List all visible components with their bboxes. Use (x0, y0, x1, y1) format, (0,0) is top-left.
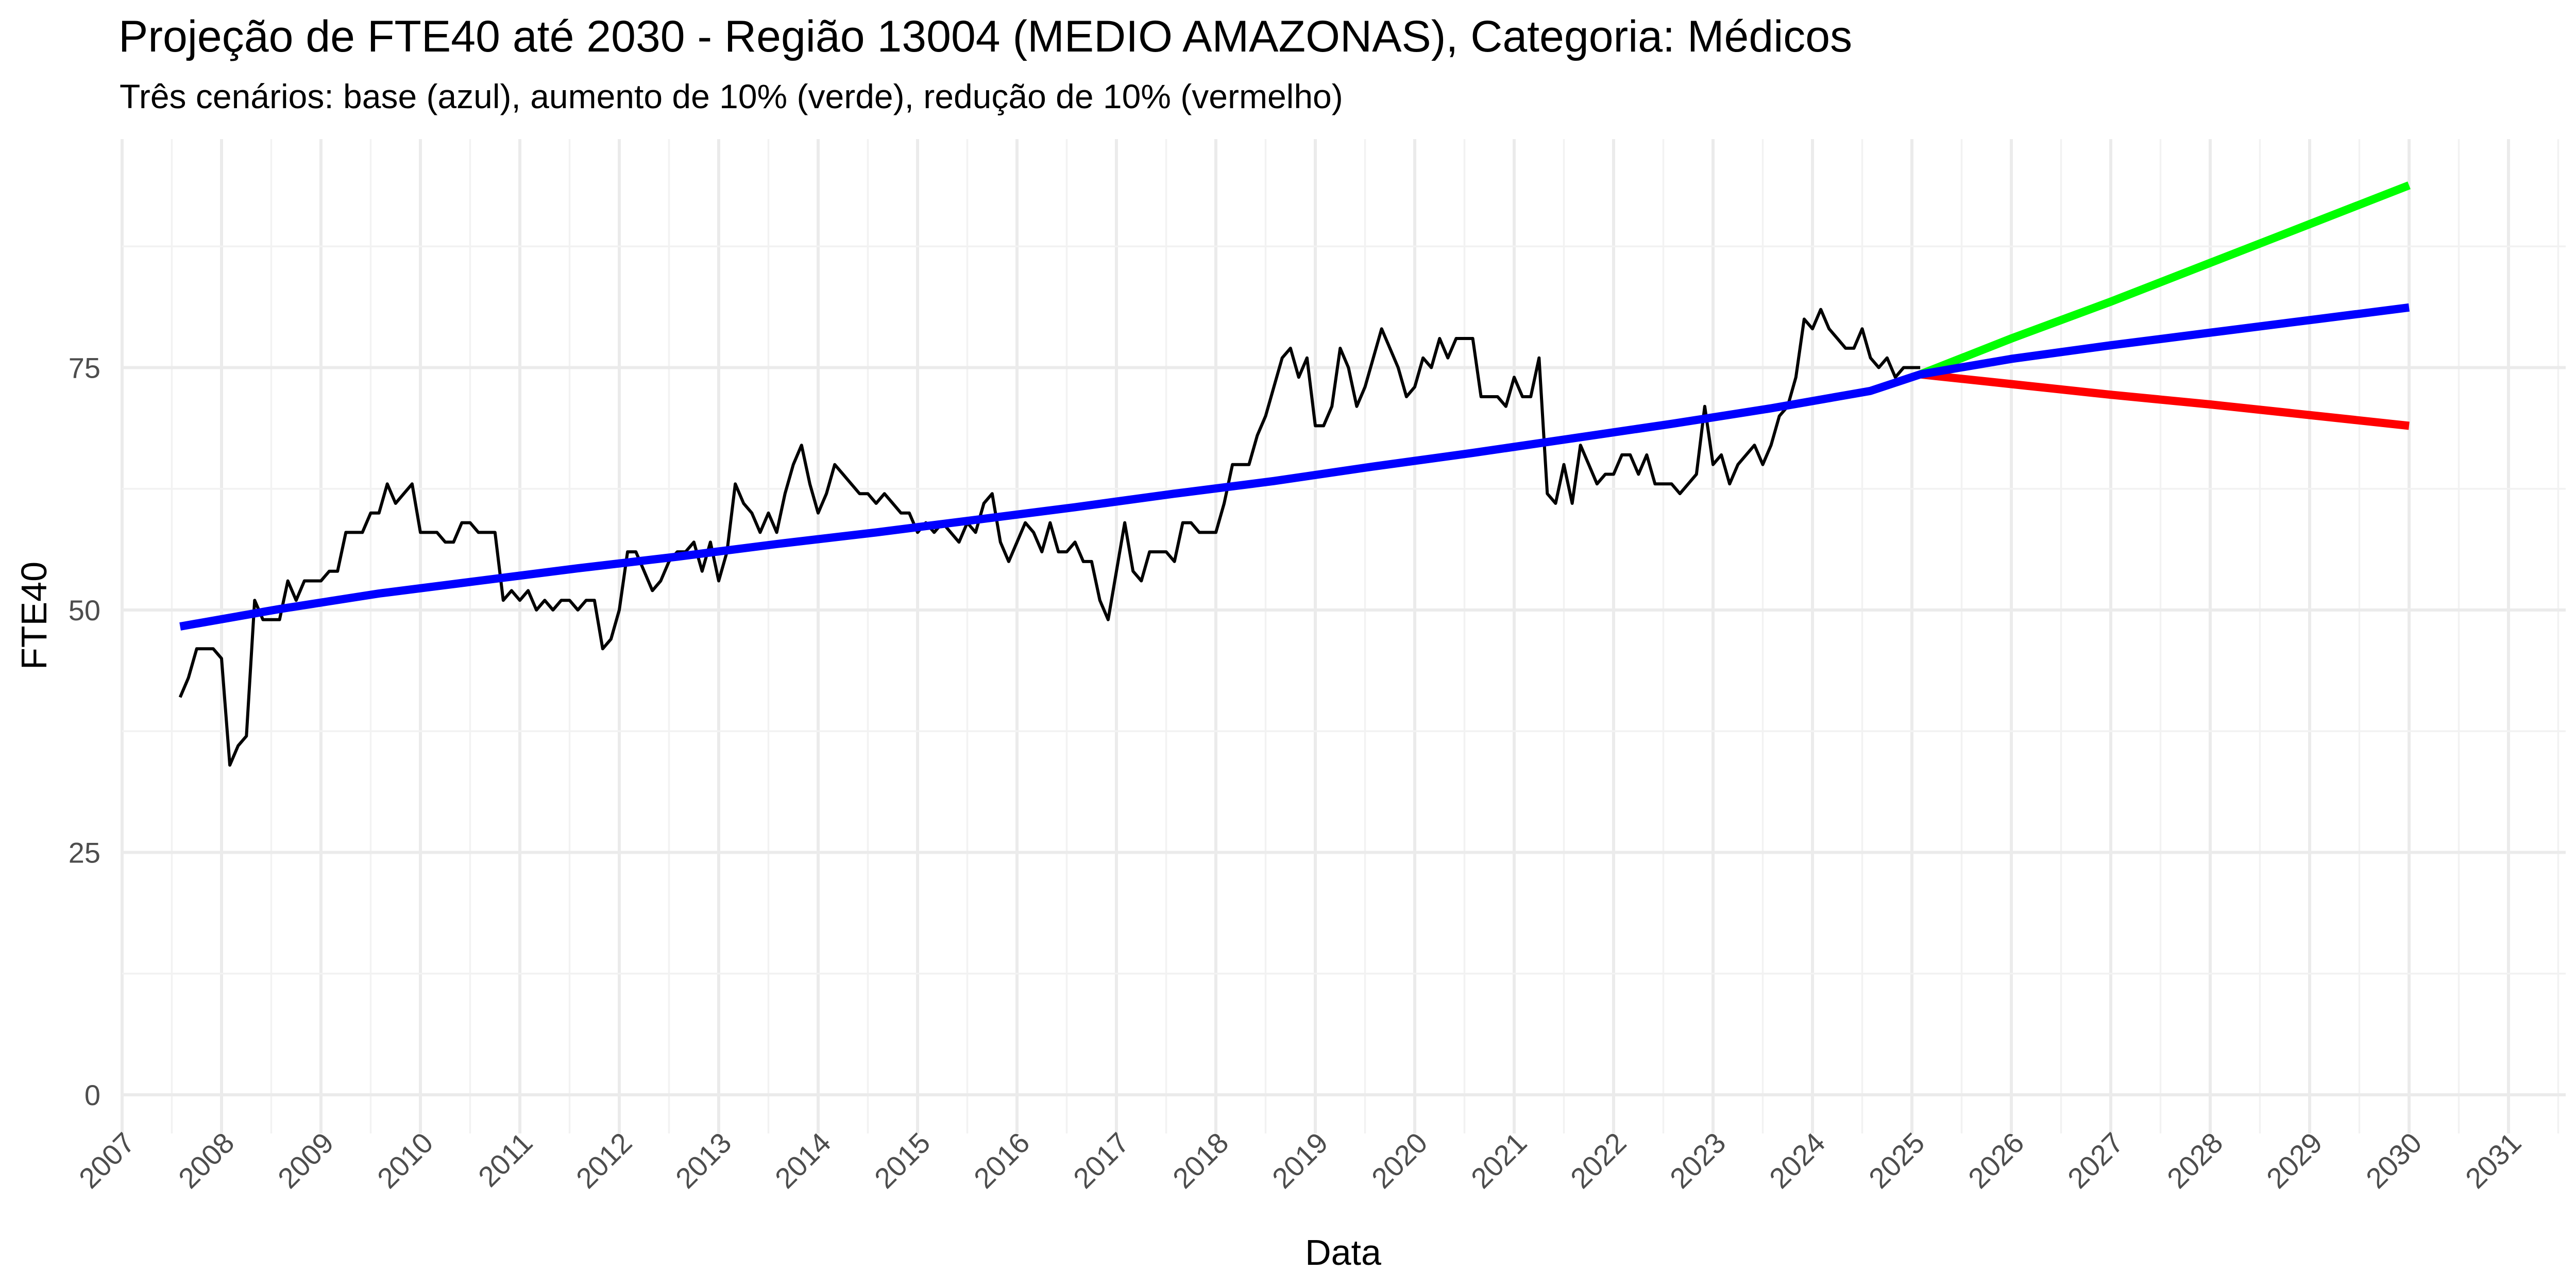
chart-title: Projeção de FTE40 até 2030 - Região 1300… (118, 12, 1852, 61)
observed-series-line (178, 308, 1921, 767)
y-axis-tick-labels: 0 25 50 75 (69, 352, 100, 1112)
y-axis-title: FTE40 (14, 562, 54, 670)
x-axis-title: Data (1305, 1232, 1381, 1273)
chart-subtitle: Três cenários: base (azul), aumento de 1… (120, 77, 1343, 115)
y-tick-label: 0 (84, 1079, 100, 1111)
y-tick-label: 75 (69, 352, 100, 384)
base-series-line (179, 303, 2410, 631)
grid-lines (121, 139, 2566, 1133)
y-tick-label: 50 (69, 594, 100, 626)
low-series-line (1920, 370, 2410, 430)
high-series-line (1919, 181, 2411, 379)
series-lines (178, 181, 2411, 767)
y-tick-label: 25 (69, 837, 100, 869)
